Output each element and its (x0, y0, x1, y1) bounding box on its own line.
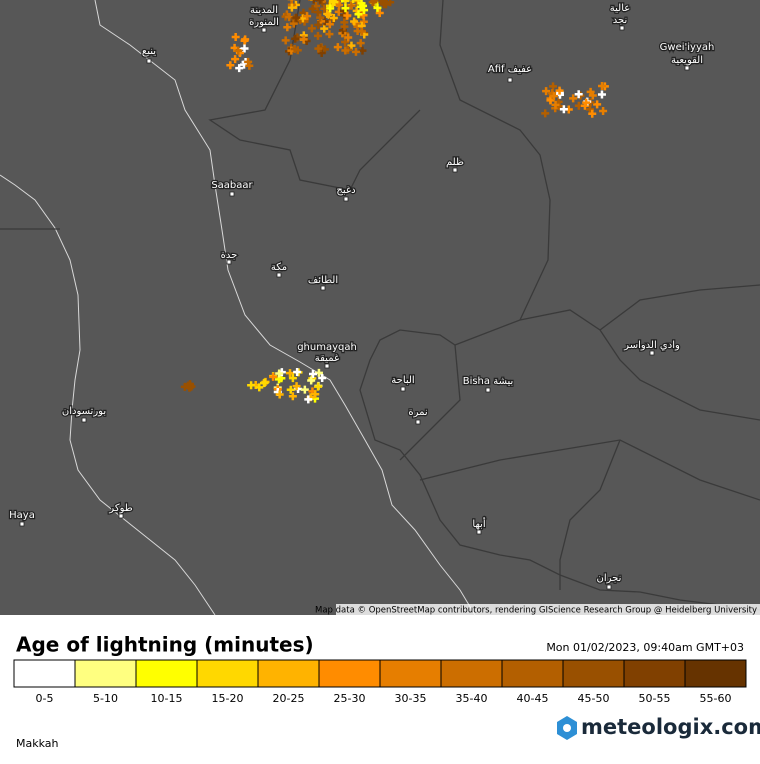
legend-label: 30-35 (395, 692, 427, 705)
place-marker (82, 418, 86, 422)
logo: meteologix.com (557, 715, 760, 740)
place-marker (277, 273, 281, 277)
place-label: المدينة (250, 5, 278, 16)
map-background (0, 0, 760, 615)
place-marker (477, 530, 481, 534)
place-marker (262, 28, 266, 32)
legend-swatch (685, 660, 746, 687)
region: Makkah (16, 737, 59, 750)
legend-label: 45-50 (578, 692, 610, 705)
place-label: ظلم (446, 157, 464, 168)
place-marker (119, 514, 123, 518)
place-label: Bisha بيشة (463, 376, 514, 387)
place-label: القويعية (671, 55, 703, 66)
legend-swatch (441, 660, 502, 687)
legend-swatch (380, 660, 441, 687)
legend-label: 5-10 (93, 692, 118, 705)
place-label: طوكر (108, 503, 132, 514)
legend-swatch (319, 660, 380, 687)
place-marker (227, 260, 231, 264)
legend-label: 25-30 (334, 692, 366, 705)
legend-label: 10-15 (151, 692, 183, 705)
place-label: دغبج (336, 185, 355, 196)
legend-swatch (136, 660, 197, 687)
legend-swatch (624, 660, 685, 687)
place-label: Saabaar (211, 180, 253, 191)
legend-swatch (197, 660, 258, 687)
place-marker (230, 192, 234, 196)
place-label: الطائف (308, 275, 338, 286)
legend-label: 50-55 (639, 692, 671, 705)
legend-label: 15-20 (212, 692, 244, 705)
place-label: أبها (472, 517, 485, 530)
place-marker (453, 168, 457, 172)
legend-swatch (502, 660, 563, 687)
place-marker (650, 351, 654, 355)
legend-title: Age of lightning (minutes) (16, 633, 314, 657)
place-marker (321, 286, 325, 290)
logo-icon-dot (563, 724, 571, 732)
place-label: المنورة (249, 17, 279, 28)
place-label: ينبع (142, 46, 156, 57)
attribution: Map data © OpenStreetMap contributors, r… (315, 606, 757, 616)
brand: meteologix.com (581, 715, 760, 739)
place-marker (20, 522, 24, 526)
place-marker (147, 59, 151, 63)
place-label: غميقة (315, 353, 339, 364)
place-label: مكة (271, 262, 287, 273)
place-marker (416, 420, 420, 424)
legend-label: 40-45 (517, 692, 549, 705)
place-marker (486, 388, 490, 392)
legend-label: 20-25 (273, 692, 305, 705)
place-marker (508, 78, 512, 82)
place-label: نمرة (408, 407, 427, 418)
place-marker (344, 197, 348, 201)
place-marker (620, 26, 624, 30)
legend-swatch (14, 660, 75, 687)
legend-label: 55-60 (700, 692, 732, 705)
legend-swatch (563, 660, 624, 687)
place-label: بورتسودان (62, 406, 106, 417)
place-label: وادي الدواسر (623, 340, 680, 351)
timestamp: Mon 01/02/2023, 09:40am GMT+03 (546, 641, 744, 654)
place-marker (685, 66, 689, 70)
place-label: نجران (597, 573, 622, 584)
legend-label: 0-5 (36, 692, 54, 705)
place-label: الباحة (391, 375, 414, 386)
place-marker (607, 585, 611, 589)
place-label: ghumayqah (297, 342, 357, 353)
place-label: جدة (221, 250, 238, 261)
legend-swatch (75, 660, 136, 687)
place-label: Haya (9, 510, 35, 521)
legend: 0-5 5-10 10-15 15-20 20-25 25-30 30-35 35-40 40-… (14, 660, 746, 705)
legend-swatch (258, 660, 319, 687)
place-label: Afif عفيف (488, 64, 532, 75)
place-label: نجد (613, 15, 628, 26)
place-label: عالية (610, 3, 630, 14)
place-label: Gwei'iyyah (660, 42, 715, 53)
place-marker (325, 364, 329, 368)
place-marker (401, 387, 405, 391)
legend-label: 35-40 (456, 692, 488, 705)
